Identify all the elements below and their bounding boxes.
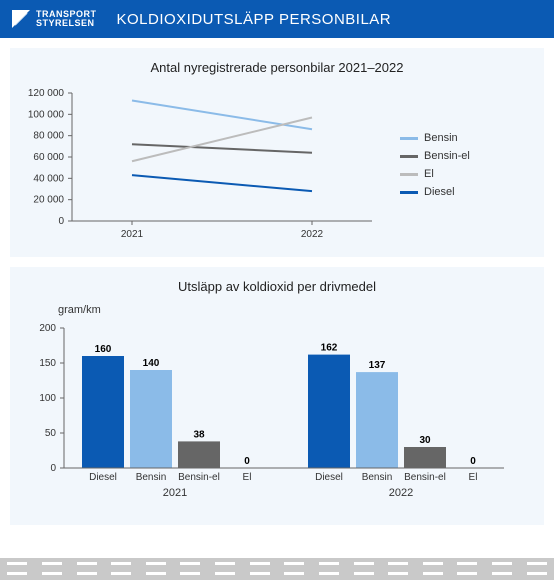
svg-text:0: 0 (244, 456, 250, 467)
legend-swatch (400, 155, 418, 158)
line-chart: 0 20 000 40 000 60 000 80 000 100 000 120 000 2… (22, 85, 382, 245)
svg-text:2022: 2022 (389, 487, 413, 499)
svg-text:200: 200 (39, 323, 56, 334)
road-dash (319, 572, 339, 575)
svg-text:162: 162 (321, 343, 338, 354)
legend-item: Diesel (400, 186, 470, 198)
road-dash (423, 562, 443, 565)
road-dash (146, 562, 166, 565)
road-dash (527, 562, 547, 565)
svg-text:El: El (243, 472, 252, 483)
svg-text:Bensin: Bensin (136, 472, 167, 483)
svg-text:0: 0 (470, 456, 476, 467)
logo-text: TRANSPORT STYRELSEN (36, 10, 97, 28)
legend-label: Bensin-el (424, 150, 470, 162)
road-dash (42, 572, 62, 575)
svg-text:20 000: 20 000 (33, 195, 64, 206)
road-dash (215, 572, 235, 575)
legend-label: El (424, 168, 434, 180)
bar-chart-ylabel: gram/km (58, 304, 532, 316)
road-dash (284, 562, 304, 565)
legend-swatch (400, 137, 418, 140)
line-chart-title: Antal nyregistrerade personbilar 2021–20… (22, 60, 532, 75)
line-chart-wrap: 0 20 000 40 000 60 000 80 000 100 000 120 000 2… (22, 85, 532, 245)
road-dash (146, 572, 166, 575)
svg-text:80 000: 80 000 (33, 131, 64, 142)
road-dash (457, 572, 477, 575)
header: TRANSPORT STYRELSEN KOLDIOXIDUTSLÄPP PER… (0, 0, 554, 38)
svg-text:160: 160 (95, 344, 112, 355)
logo-icon (12, 10, 30, 28)
road-dash (7, 572, 27, 575)
bar-chart: 0 50 100 150 200 160 Diesel 140 Bensin 38 Bensin-e… (22, 318, 522, 508)
svg-text:120 000: 120 000 (28, 88, 65, 99)
svg-text:30: 30 (419, 435, 431, 446)
svg-text:140: 140 (143, 358, 160, 369)
bar-chart-panel: Utsläpp av koldioxid per drivmedel gram/… (10, 267, 544, 525)
svg-text:Bensin-el: Bensin-el (404, 472, 446, 483)
legend-item: Bensin (400, 132, 470, 144)
svg-text:60 000: 60 000 (33, 152, 64, 163)
line-chart-legend: Bensin Bensin-el El Diesel (400, 85, 470, 245)
road-dash (527, 572, 547, 575)
header-title: KOLDIOXIDUTSLÄPP PERSONBILAR (117, 11, 392, 28)
svg-text:40 000: 40 000 (33, 173, 64, 184)
svg-text:0: 0 (50, 463, 56, 474)
road-dash (457, 562, 477, 565)
road-dash (492, 562, 512, 565)
road-dash (492, 572, 512, 575)
road-dash (354, 562, 374, 565)
legend-label: Bensin (424, 132, 458, 144)
road-dash (388, 562, 408, 565)
road-dash (215, 562, 235, 565)
road-dash (250, 572, 270, 575)
legend-label: Diesel (424, 186, 455, 198)
road-dash (250, 562, 270, 565)
road-dash (77, 572, 97, 575)
road-dash (42, 562, 62, 565)
road-dash (111, 562, 131, 565)
road-dash (284, 572, 304, 575)
road-dash-row (0, 572, 554, 575)
svg-text:100 000: 100 000 (28, 109, 65, 120)
road-dash (388, 572, 408, 575)
road-dash-row (0, 562, 554, 565)
svg-text:El: El (469, 472, 478, 483)
logo: TRANSPORT STYRELSEN (12, 10, 97, 28)
road-dash (180, 572, 200, 575)
svg-text:150: 150 (39, 358, 56, 369)
line-chart-panel: Antal nyregistrerade personbilar 2021–20… (10, 48, 544, 257)
svg-text:0: 0 (58, 216, 64, 227)
svg-text:2021: 2021 (163, 487, 187, 499)
road-dash (111, 572, 131, 575)
road-dash (423, 572, 443, 575)
svg-text:Bensin: Bensin (362, 472, 393, 483)
svg-text:2022: 2022 (301, 229, 324, 240)
svg-text:Diesel: Diesel (89, 472, 117, 483)
svg-text:Bensin-el: Bensin-el (178, 472, 220, 483)
bar-chart-title: Utsläpp av koldioxid per drivmedel (22, 279, 532, 294)
road-dash (354, 572, 374, 575)
svg-text:100: 100 (39, 393, 56, 404)
footer-strip (0, 558, 554, 580)
legend-swatch (400, 173, 418, 176)
road-dash (7, 562, 27, 565)
svg-text:Diesel: Diesel (315, 472, 343, 483)
road-dash (180, 562, 200, 565)
road-dash (77, 562, 97, 565)
road-dash (319, 562, 339, 565)
logo-line2: STYRELSEN (36, 19, 97, 28)
svg-text:50: 50 (45, 428, 57, 439)
svg-text:137: 137 (369, 360, 386, 371)
legend-item: El (400, 168, 470, 180)
svg-text:38: 38 (193, 429, 205, 440)
legend-swatch (400, 191, 418, 194)
legend-item: Bensin-el (400, 150, 470, 162)
svg-text:2021: 2021 (121, 229, 144, 240)
